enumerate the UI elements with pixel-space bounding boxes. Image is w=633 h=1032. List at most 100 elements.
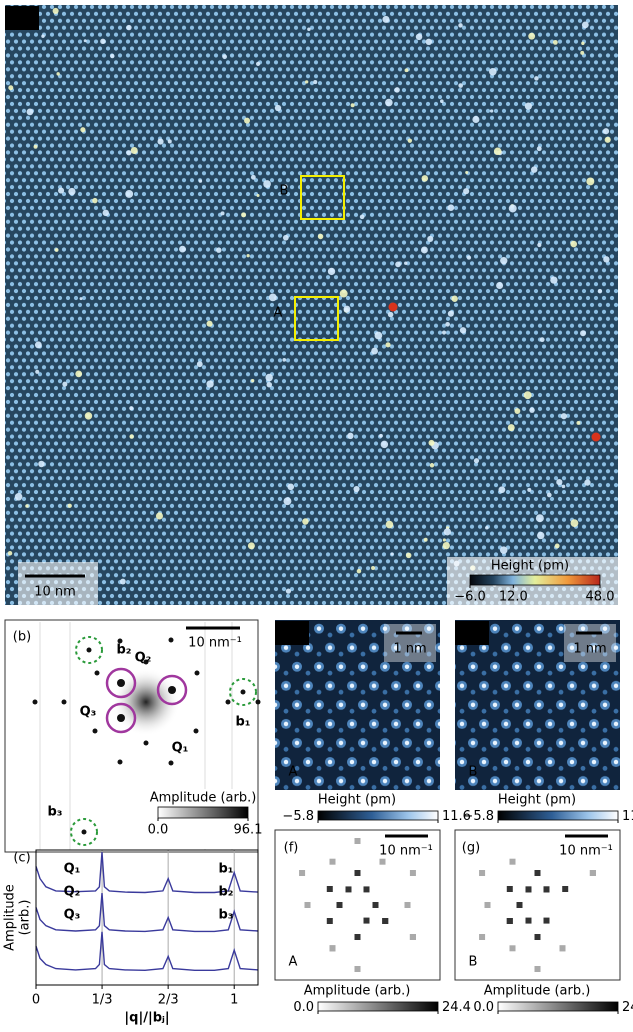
colorbar-tick-label: −6.0 <box>454 590 486 605</box>
fft-spot <box>346 886 352 892</box>
defect <box>430 463 434 467</box>
defect <box>509 204 517 212</box>
defect <box>35 341 42 348</box>
fft-spot <box>117 679 125 687</box>
defect <box>68 504 72 508</box>
defect <box>580 51 584 55</box>
defect <box>424 538 428 542</box>
fft-spot <box>479 870 485 876</box>
defect <box>581 42 584 45</box>
fft-spot <box>256 700 261 705</box>
scale-bar-label: 10 nm <box>34 585 76 600</box>
fft-spot <box>526 886 532 892</box>
fft-spot <box>507 886 513 892</box>
defect <box>251 379 254 382</box>
defect <box>103 210 109 216</box>
defect <box>389 303 398 312</box>
defect <box>371 348 378 355</box>
fft-spot <box>33 700 38 705</box>
defect <box>527 488 531 492</box>
fft-spot <box>355 838 361 844</box>
x-axis-label: |q|/|bⱼ| <box>124 1011 169 1026</box>
defect <box>395 262 401 268</box>
colorbar-tick-label: −5.8 <box>462 809 494 824</box>
defect <box>129 434 133 438</box>
defect <box>562 485 566 489</box>
defect <box>547 493 552 498</box>
defect <box>246 254 249 257</box>
defect <box>443 538 446 541</box>
panel-label: (a) <box>13 11 31 26</box>
defect <box>561 413 567 419</box>
defect <box>129 406 133 410</box>
defect <box>85 412 92 419</box>
scale-bar-label: 10 nm⁻¹ <box>379 844 433 859</box>
colorbar-tick-label: −5.8 <box>282 809 314 824</box>
peak-label: Q₁ <box>172 741 189 756</box>
defect <box>351 103 355 107</box>
colorbar-tick-label: 24.4 <box>622 1000 633 1015</box>
scale-bar-label: 10 nm⁻¹ <box>188 636 242 651</box>
defect <box>221 211 225 215</box>
peak-label: b₂ <box>117 643 132 658</box>
fft-spot <box>535 870 541 876</box>
defect <box>302 518 308 524</box>
panel-label: (g) <box>462 841 480 856</box>
defect <box>388 312 394 318</box>
defect <box>15 493 23 501</box>
defect <box>440 99 444 103</box>
defect <box>525 103 532 110</box>
colorbar-title: Amplitude (arb.) <box>484 984 591 999</box>
fft-spot <box>117 714 125 722</box>
defect <box>131 147 138 154</box>
peak-label: b₃ <box>48 805 63 820</box>
defect <box>582 21 589 28</box>
defect <box>428 440 434 446</box>
defect <box>586 177 594 185</box>
defect <box>110 54 114 58</box>
series-end-label: b₃ <box>219 908 234 923</box>
fft-spot <box>87 648 92 653</box>
defect <box>555 543 560 548</box>
defect <box>8 551 12 555</box>
fft-spot <box>382 918 388 924</box>
defect <box>283 235 289 241</box>
defect <box>485 526 489 530</box>
defect <box>56 72 59 75</box>
defect <box>305 80 308 83</box>
defect <box>92 198 97 203</box>
colorbar <box>318 811 438 820</box>
region-label: B <box>469 765 478 780</box>
fft-spot <box>194 729 199 734</box>
fft-spot <box>330 859 336 865</box>
page: BA(a)10 nmHeight (pm)−6.012.048.0b₂Q₂Q₁Q… <box>0 0 633 1032</box>
defect <box>460 327 466 333</box>
fft-spot <box>535 966 541 972</box>
defect <box>248 542 255 549</box>
fft-spot <box>305 902 311 908</box>
defect <box>490 109 493 112</box>
colorbar-title: Amplitude (arb.) <box>150 791 257 806</box>
defect <box>27 109 34 116</box>
defect <box>537 243 541 247</box>
defect <box>38 461 45 468</box>
defect <box>442 330 446 334</box>
scale-bar-label: 1 nm <box>393 642 426 657</box>
defect <box>405 68 409 72</box>
defect <box>467 255 471 259</box>
defect <box>263 180 271 188</box>
defect <box>603 128 609 134</box>
defect <box>62 382 67 387</box>
defect <box>287 483 294 490</box>
fft-spot <box>479 934 485 940</box>
defect <box>256 62 260 66</box>
defect <box>265 374 272 381</box>
defect <box>379 434 383 438</box>
defect <box>156 512 163 519</box>
defect <box>536 514 544 522</box>
fft-spot <box>410 934 416 940</box>
defect <box>197 361 203 367</box>
region-label: A <box>274 306 283 321</box>
defect <box>584 479 590 485</box>
fft-spot <box>364 886 370 892</box>
